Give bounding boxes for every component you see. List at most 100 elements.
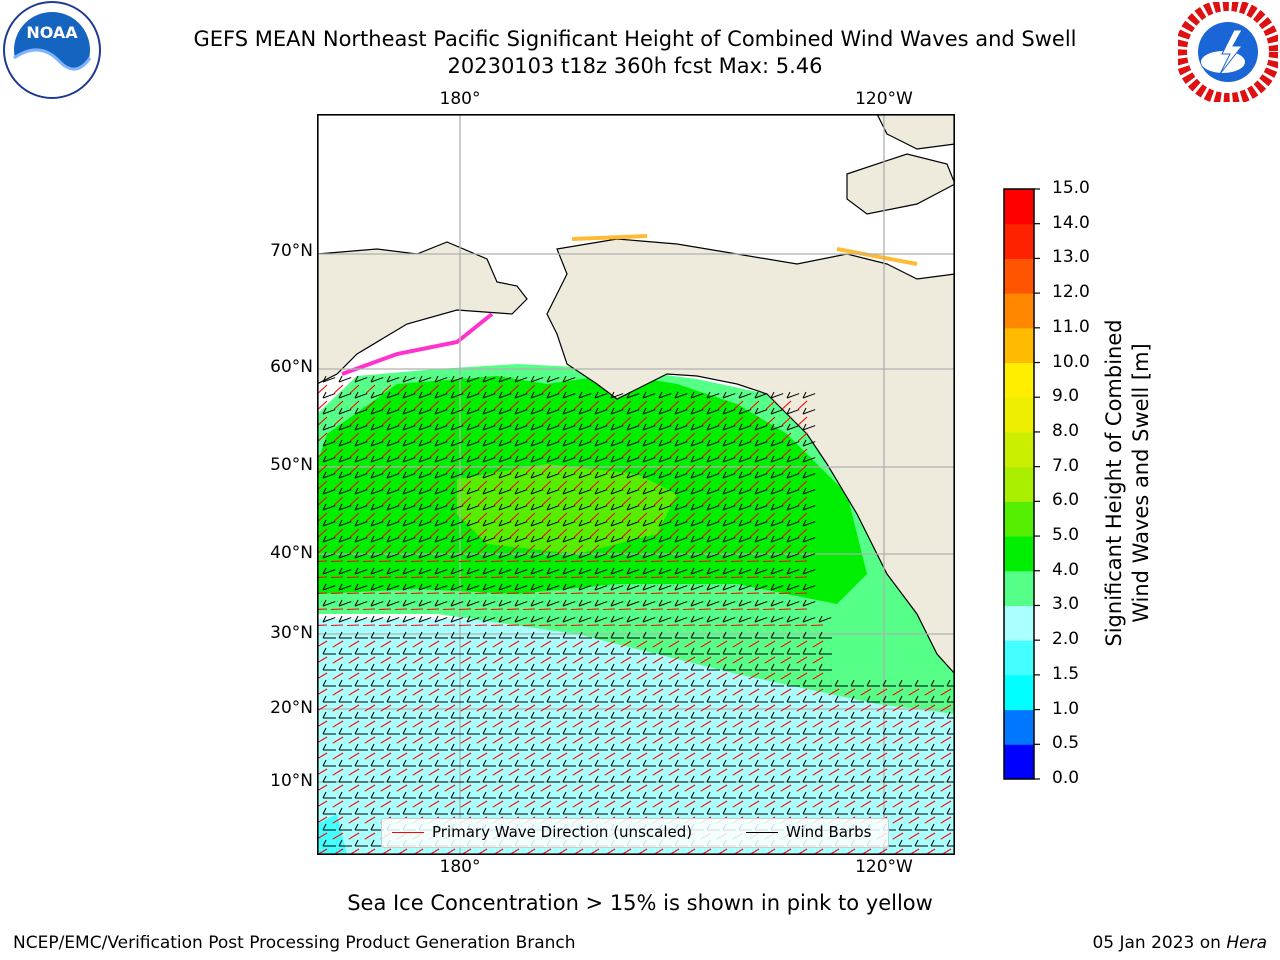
- wave-direction-arrow: [652, 800, 664, 808]
- colorbar-segment: [1004, 397, 1034, 433]
- wind-barb: [514, 505, 528, 511]
- wind-barb-flag: [562, 439, 567, 447]
- wind-barb-flag: [370, 775, 375, 783]
- wave-direction-arrow: [540, 640, 552, 648]
- wind-barb-flag: [418, 487, 423, 495]
- wave-direction-arrow: [365, 448, 376, 458]
- wave-direction-arrow: [637, 448, 648, 458]
- wind-barb-flag: [530, 423, 535, 431]
- wind-barb: [690, 537, 704, 543]
- wind-barb: [626, 393, 640, 399]
- wave-direction-arrow: [764, 768, 776, 776]
- wind-barb-flag: [786, 663, 791, 671]
- wave-direction-arrow: [636, 768, 648, 776]
- wave-direction-arrow: [333, 416, 344, 426]
- wind-barb-flag: [498, 407, 503, 415]
- wave-direction-arrow: [669, 400, 680, 410]
- colorbar-segment: [1004, 709, 1034, 745]
- wave-direction-arrow: [685, 416, 696, 426]
- wind-barb-flag: [674, 791, 679, 799]
- wind-barb-flag: [834, 711, 839, 719]
- wave-direction-arrow: [669, 416, 680, 426]
- wind-barb-flag: [322, 615, 327, 623]
- wind-barb: [658, 505, 672, 511]
- wave-direction-arrow: [444, 736, 456, 744]
- wave-direction-arrow: [428, 688, 440, 696]
- wind-barb-flag: [338, 743, 343, 751]
- wind-barb-flag: [338, 663, 343, 671]
- wind-barb: [354, 521, 368, 527]
- wind-barb: [402, 457, 416, 463]
- wave-direction-arrow: [556, 672, 568, 680]
- wind-barb-flag: [418, 615, 423, 623]
- wind-barb-flag: [370, 599, 375, 607]
- wind-barb-flag: [466, 375, 471, 383]
- wind-barb-flag: [338, 791, 343, 799]
- wave-direction-arrow: [668, 688, 680, 696]
- wave-direction-arrow: [796, 800, 808, 808]
- wind-barb: [786, 601, 800, 607]
- wind-barb-flag: [930, 679, 935, 687]
- wind-barb-flag: [514, 391, 519, 399]
- wind-barb-flag: [338, 375, 343, 383]
- wind-barb-flag: [418, 567, 423, 575]
- wind-barb: [546, 473, 560, 479]
- wind-barb-flag: [866, 727, 871, 735]
- wave-direction-arrow: [508, 800, 520, 808]
- wind-barb-flag: [498, 647, 503, 655]
- colorbar-tick-label: 12.0: [1052, 282, 1090, 303]
- wind-barb-flag: [338, 631, 343, 639]
- wind-barb-flag: [450, 535, 455, 543]
- wave-direction-arrow: [556, 768, 568, 776]
- wind-barb-flag: [690, 487, 695, 495]
- wind-barb: [434, 473, 448, 479]
- wind-barb-flag: [946, 791, 951, 799]
- wave-direction-arrow: [828, 720, 840, 728]
- wind-barb: [626, 553, 640, 559]
- wind-barb-flag: [370, 551, 375, 559]
- wind-barb: [418, 537, 432, 543]
- wind-barb-flag: [642, 647, 647, 655]
- wind-barb: [610, 537, 624, 543]
- wave-direction-arrow: [669, 544, 680, 554]
- wind-barb-flag: [418, 647, 423, 655]
- wind-barb-flag: [338, 407, 343, 415]
- land-arctic-islands-north: [876, 114, 955, 150]
- wave-direction-arrow: [333, 544, 344, 554]
- wave-direction-arrow: [701, 432, 712, 442]
- wind-barb-flag: [754, 407, 759, 415]
- wave-direction-arrow: [412, 704, 424, 712]
- wind-barb-flag: [802, 791, 807, 799]
- wind-barb-flag: [402, 807, 407, 815]
- wave-direction-arrow: [908, 752, 920, 760]
- wave-direction-arrow: [781, 416, 792, 426]
- wave-direction-arrow: [668, 784, 680, 792]
- wave-direction-arrow: [524, 784, 536, 792]
- wave-direction-arrow: [380, 752, 392, 760]
- wave-direction-arrow: [636, 656, 648, 664]
- wave-direction-arrow: [412, 800, 424, 808]
- wind-barb-flag: [578, 663, 583, 671]
- wind-barb-flag: [658, 631, 663, 639]
- wind-barb-flag: [658, 519, 663, 527]
- wind-barb-flag: [786, 391, 791, 399]
- wind-barb: [434, 585, 448, 591]
- wind-barb-flag: [354, 471, 359, 479]
- wind-barb: [466, 617, 480, 623]
- wind-barb-flag: [338, 647, 343, 655]
- wind-barb-flag: [322, 759, 327, 767]
- wind-barb: [578, 457, 592, 463]
- wind-barb-flag: [722, 503, 727, 511]
- wind-barb: [690, 425, 704, 431]
- wind-barb: [354, 425, 368, 431]
- wave-direction-arrow: [781, 464, 792, 474]
- wind-barb: [626, 473, 640, 479]
- wave-direction-arrow: [685, 496, 696, 506]
- wind-barb: [370, 489, 384, 495]
- wave-direction-arrow: [780, 768, 792, 776]
- wave-direction-arrow: [364, 704, 376, 712]
- wind-barb-flag: [322, 487, 327, 495]
- wave-direction-arrow: [860, 704, 872, 712]
- wind-barb: [402, 377, 416, 383]
- wind-barb: [562, 393, 576, 399]
